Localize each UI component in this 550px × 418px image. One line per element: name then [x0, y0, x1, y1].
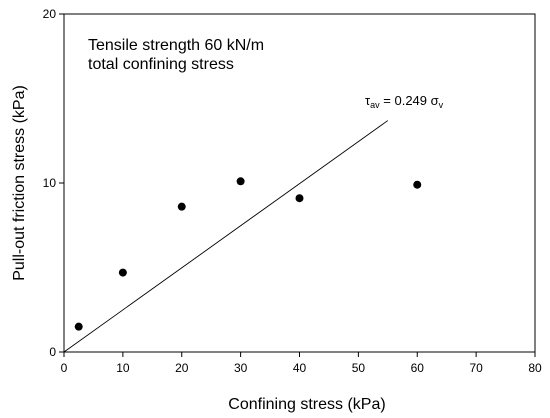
data-point: [118, 268, 127, 277]
x-tick-label: 60: [411, 361, 425, 375]
x-tick-label: 50: [352, 361, 366, 375]
y-tick-label: 0: [49, 345, 56, 359]
fit-line: [63, 120, 389, 353]
annotation-line-1: Tensile strength 60 kN/m: [88, 37, 264, 54]
data-points: [74, 177, 422, 331]
x-tick-label: 30: [234, 361, 248, 375]
y-axis-ticks: 0 10 20: [43, 7, 64, 359]
fit-equation-rhs: σ: [431, 93, 439, 108]
data-point: [413, 180, 422, 189]
y-tick-label: 10: [43, 176, 57, 190]
x-tick-label: 80: [528, 361, 542, 375]
fit-equation-rhs-sub: v: [439, 100, 444, 110]
x-axis-title: Confining stress (kPa): [228, 396, 385, 413]
data-point: [74, 322, 83, 331]
data-point: [236, 177, 245, 186]
data-point: [177, 202, 186, 211]
fit-equation: τav = 0.249 σv: [365, 93, 444, 110]
y-axis-title: Pull-out friction stress (kPa): [11, 85, 28, 281]
x-tick-label: 0: [61, 361, 68, 375]
fit-equation-middle: = 0.249: [380, 93, 431, 108]
annotation-line-2: total confining stress: [88, 56, 234, 73]
data-point: [295, 194, 304, 203]
x-tick-label: 10: [116, 361, 130, 375]
fit-equation-lhs: τ: [365, 93, 371, 108]
y-tick-label: 20: [43, 7, 57, 21]
fit-equation-lhs-sub: av: [370, 100, 380, 110]
x-tick-label: 40: [293, 361, 307, 375]
x-axis-ticks: 0 10 20 30 40 50 60 70 80: [61, 352, 542, 375]
x-tick-label: 20: [175, 361, 189, 375]
x-tick-label: 70: [469, 361, 483, 375]
